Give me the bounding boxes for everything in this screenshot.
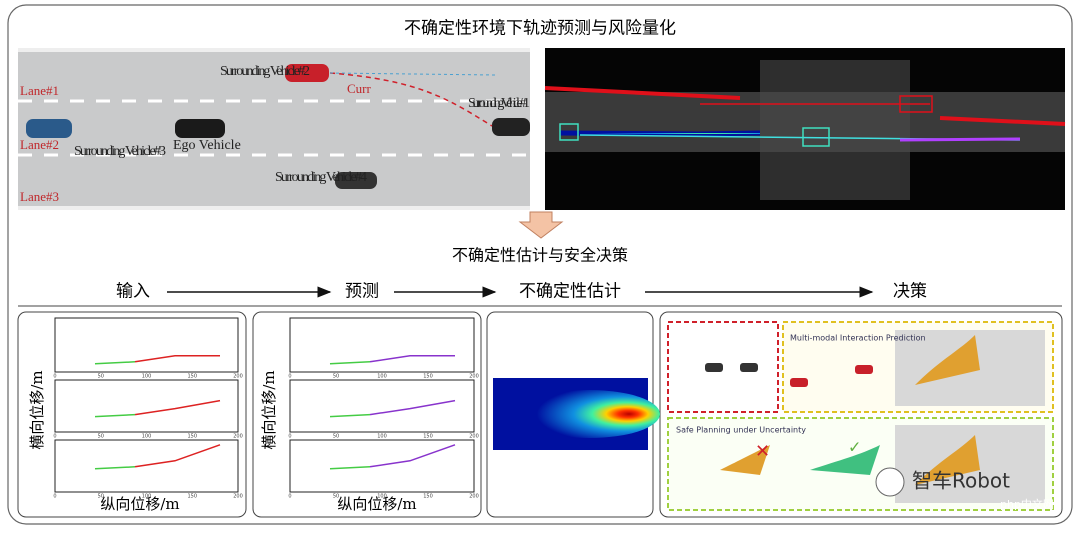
x-tick-label: 0 [288,494,291,500]
x-tick-label: 50 [333,374,339,380]
x-tick-label: 200 [233,494,243,500]
subtitle: 不确定性估计与安全决策 [452,246,628,265]
vehicle-label: Surrounding Vehicle#4 [275,170,367,185]
subplot-frame [54,317,239,373]
lane-label: Lane#2 [20,137,59,152]
x-tick-label: 200 [469,434,479,440]
trajectory [329,413,371,418]
trajectory [94,361,136,365]
vehicle-label: Ego Vehicle [173,138,241,153]
x-tick-label: 0 [53,494,56,500]
current-label: Curr [347,81,372,96]
watermark-brand: 智车Robot [912,469,1010,493]
x-tick-label: 100 [142,374,152,380]
y-axis-label: 横向位移/m [28,370,46,449]
heatmap [520,390,660,438]
svg-text:✓: ✓ [848,438,861,457]
subplot-frame [289,317,475,373]
vehicle-label: Surrounding Vehicle#1 [468,96,530,111]
decision-label: Multi-modal Interaction Prediction [790,334,926,343]
vehicle-label: Surrounding Vehicle#3 [74,144,166,159]
x-tick-label: 150 [187,434,197,440]
x-tick-label: 200 [469,494,479,500]
x-tick-label: 150 [187,374,197,380]
x-tick-label: 150 [423,494,433,500]
trajectory [369,355,455,363]
x-tick-label: 50 [98,494,104,500]
down-arrow [518,211,564,239]
trajectory [134,444,221,468]
x-tick-label: 50 [333,434,339,440]
x-tick-label: 100 [142,434,152,440]
trajectory [134,399,221,416]
stage-label: 决策 [893,282,927,302]
decision-label: Safe Planning under Uncertainty [676,426,806,435]
x-tick-label: 0 [288,434,291,440]
x-tick-label: 100 [377,494,387,500]
plots: 0 50 100 150 200 0 50 100 150 200 0 50 100 150 200 0 50 1… [53,317,479,500]
subplot-frame [289,379,475,433]
x-axis-label: 纵向位移/m [100,495,179,513]
x-tick-label: 150 [187,494,197,500]
trajectory [329,466,371,470]
trajectory [94,466,136,470]
svg-text:✕: ✕ [755,441,770,462]
lidar-view [544,48,1066,210]
x-tick-label: 0 [53,434,56,440]
y-axis-label: 横向位移/m [260,370,278,449]
x-tick-label: 50 [98,374,104,380]
x-tick-label: 200 [233,434,243,440]
x-tick-label: 100 [377,434,387,440]
trajectory [329,361,371,365]
lane-label: Lane#3 [20,189,59,204]
watermark: 智车Robot php中文网 [875,467,1054,511]
x-tick-label: 0 [288,374,291,380]
x-tick-label: 200 [469,374,479,380]
road-scene: Lane#1 Lane#2 Lane#3 Curr Surrounding Ve… [18,48,530,210]
x-axis-label: 纵向位移/m [337,495,416,513]
outer-frame [7,4,1073,525]
trajectory [94,413,136,418]
x-tick-label: 50 [98,434,104,440]
stage-label: 不确定性估计 [519,282,621,302]
subplot-frame [54,379,239,433]
lane-label: Lane#1 [20,83,59,98]
x-tick-label: 0 [53,374,56,380]
stage-label: 预测 [345,282,379,302]
trajectory [369,399,456,416]
x-tick-label: 50 [333,494,339,500]
x-tick-label: 100 [142,494,152,500]
stage-label: 输入 [116,282,150,302]
x-tick-label: 150 [423,374,433,380]
x-tick-label: 100 [377,374,387,380]
x-tick-label: 150 [423,434,433,440]
watermark-site: php中文网 [1000,497,1054,511]
decision-illustration: ✕ ✓ Multi-modal Interaction Prediction S… [667,321,1054,511]
trajectory [134,355,220,363]
trajectory [369,444,456,468]
title: 不确定性环境下轨迹预测与风险量化 [404,19,676,39]
x-tick-label: 200 [233,374,243,380]
vehicle-label: Surrounding Vehicle#2 [220,64,310,79]
